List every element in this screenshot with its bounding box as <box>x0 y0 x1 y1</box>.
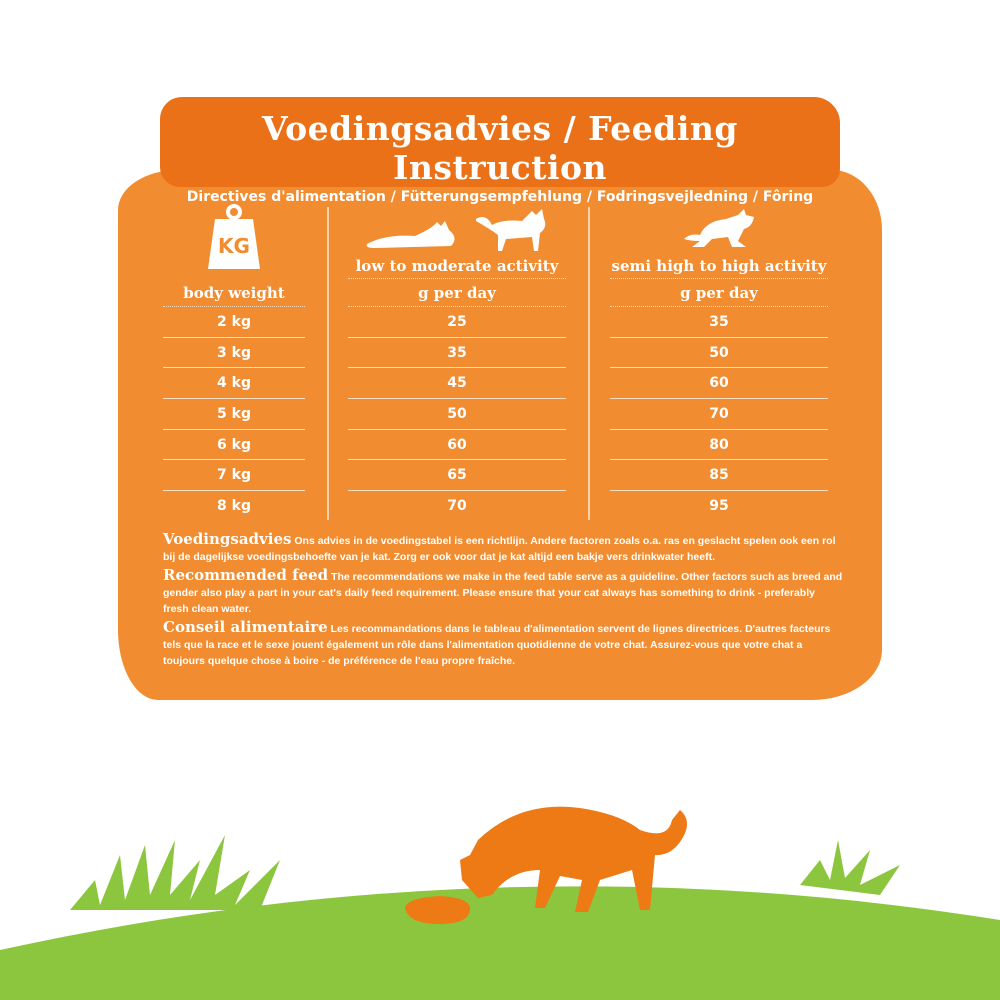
table-cell: 8 kg <box>217 498 251 515</box>
table-cell: 85 <box>610 460 828 492</box>
table-cell: 50 <box>610 338 828 369</box>
note-heading: Voedingsadvies <box>163 530 292 548</box>
title-banner: Voedingsadvies / Feeding Instruction Dir… <box>160 97 840 205</box>
feeding-notes: Voedingsadvies Ons advies in de voedings… <box>163 531 843 671</box>
note-text: Ons advies in de voedingstabel is een ri… <box>163 535 836 563</box>
table-cell: 80 <box>610 430 828 461</box>
column-divider <box>588 207 590 520</box>
running-cat-icon <box>684 209 754 247</box>
table-cell: 65 <box>348 460 566 492</box>
activity-label: low to moderate activity <box>348 253 566 279</box>
lying-cat-icon <box>366 221 455 248</box>
table-cell: 60 <box>610 368 828 400</box>
note-text: Les recommandations dans le tableau d'al… <box>163 623 831 667</box>
table-cell: 6 kg <box>163 430 305 461</box>
weight-icon: KG <box>208 204 260 269</box>
body-weight-column: body weight 2 kg 3 kg 4 kg 5 kg 6 kg 7 k… <box>163 279 305 522</box>
page-title: Voedingsadvies / Feeding Instruction <box>262 109 738 187</box>
table-cell: 3 kg <box>163 338 305 369</box>
note-dutch: Voedingsadvies Ons advies in de voedings… <box>163 531 843 565</box>
grass-hill-illustration <box>0 806 1000 1000</box>
table-cell: 70 <box>447 498 467 515</box>
note-english: Recommended feed The recommendations we … <box>163 567 843 617</box>
activity-label: semi high to high activity <box>610 253 828 279</box>
table-cell: 2 kg <box>163 307 305 338</box>
note-heading: Recommended feed <box>163 566 329 584</box>
weight-icon-label: KG <box>218 234 250 258</box>
page-subtitle: Directives d'alimentation / Fütterungsem… <box>186 189 814 205</box>
table-cell: 4 kg <box>163 368 305 400</box>
grass-tufts-icon <box>70 835 900 910</box>
table-cell: 25 <box>348 307 566 338</box>
table-cell: 35 <box>348 338 566 369</box>
eating-cat-icon <box>405 806 687 924</box>
table-cell: 50 <box>348 399 566 430</box>
low-activity-column: low to moderate activity g per day 25 35… <box>348 253 566 522</box>
food-bowl-icon <box>405 896 471 924</box>
column-header: g per day <box>610 279 828 307</box>
table-cell: 7 kg <box>163 460 305 492</box>
note-french: Conseil alimentaire Les recommandations … <box>163 619 843 669</box>
table-cell: 45 <box>348 368 566 400</box>
high-activity-column: semi high to high activity g per day 35 … <box>610 253 828 522</box>
table-cell: 95 <box>709 498 729 515</box>
column-header: g per day <box>348 279 566 307</box>
table-cell: 5 kg <box>163 399 305 430</box>
table-cell: 60 <box>348 430 566 461</box>
note-heading: Conseil alimentaire <box>163 618 328 636</box>
column-divider <box>327 207 329 520</box>
table-cell: 35 <box>610 307 828 338</box>
column-header: body weight <box>163 279 305 307</box>
table-cell: 70 <box>610 399 828 430</box>
note-text: The recommendations we make in the feed … <box>163 571 843 615</box>
standing-cat-icon <box>476 209 546 251</box>
